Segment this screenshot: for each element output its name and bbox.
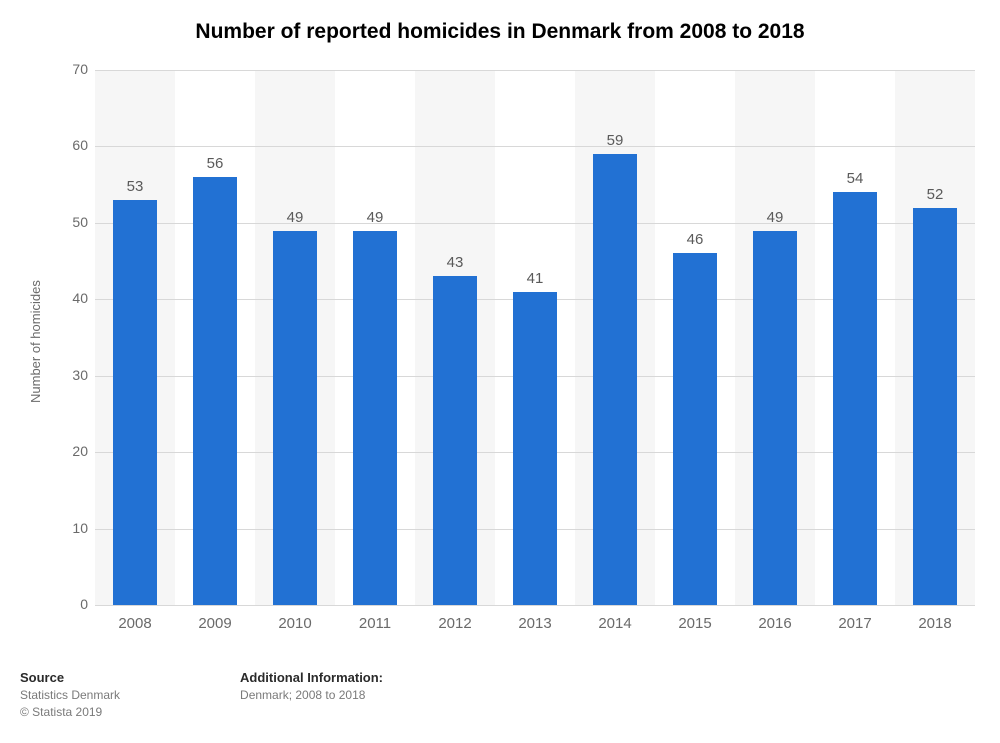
footer-source-line: © Statista 2019	[20, 704, 120, 721]
bar-value-label: 49	[270, 209, 320, 226]
plot-area	[95, 70, 975, 605]
bar	[273, 231, 317, 606]
x-tick-label: 2018	[895, 615, 975, 632]
bar	[193, 177, 237, 605]
chart-title: Number of reported homicides in Denmark …	[0, 20, 1000, 44]
chart-container: Number of reported homicides in Denmark …	[0, 0, 1000, 743]
x-tick-label: 2010	[255, 615, 335, 632]
y-tick-label: 40	[50, 290, 88, 306]
bar	[753, 231, 797, 606]
footer-info-heading: Additional Information:	[240, 670, 383, 685]
bar-value-label: 46	[670, 231, 720, 248]
bar-value-label: 56	[190, 155, 240, 172]
x-tick-label: 2012	[415, 615, 495, 632]
y-tick-label: 0	[50, 596, 88, 612]
y-axis-label: Number of homicides	[28, 280, 43, 403]
x-tick-label: 2009	[175, 615, 255, 632]
chart-footer: Source Statistics Denmark © Statista 201…	[20, 670, 980, 721]
bar-value-label: 52	[910, 186, 960, 203]
bar	[913, 208, 957, 605]
bar-value-label: 54	[830, 170, 880, 187]
x-tick-label: 2008	[95, 615, 175, 632]
bar-value-label: 41	[510, 270, 560, 287]
y-tick-label: 10	[50, 520, 88, 536]
bar-value-label: 53	[110, 178, 160, 195]
bar	[113, 200, 157, 605]
y-tick-label: 50	[50, 214, 88, 230]
bar	[353, 231, 397, 606]
bar	[833, 192, 877, 605]
x-tick-label: 2011	[335, 615, 415, 632]
footer-info: Additional Information: Denmark; 2008 to…	[240, 670, 383, 721]
y-tick-label: 30	[50, 367, 88, 383]
x-tick-label: 2017	[815, 615, 895, 632]
bar-value-label: 49	[350, 209, 400, 226]
y-tick-label: 60	[50, 137, 88, 153]
bar	[513, 292, 557, 605]
footer-source-line: Statistics Denmark	[20, 687, 120, 704]
footer-info-line: Denmark; 2008 to 2018	[240, 687, 383, 704]
bar-value-label: 59	[590, 132, 640, 149]
bar-value-label: 43	[430, 254, 480, 271]
x-tick-label: 2016	[735, 615, 815, 632]
bar	[673, 253, 717, 605]
y-tick-label: 20	[50, 443, 88, 459]
footer-source: Source Statistics Denmark © Statista 201…	[20, 670, 120, 721]
bar	[593, 154, 637, 605]
footer-source-heading: Source	[20, 670, 120, 685]
x-tick-label: 2013	[495, 615, 575, 632]
bar	[433, 276, 477, 605]
x-tick-label: 2015	[655, 615, 735, 632]
bar-value-label: 49	[750, 209, 800, 226]
y-tick-label: 70	[50, 61, 88, 77]
x-tick-label: 2014	[575, 615, 655, 632]
